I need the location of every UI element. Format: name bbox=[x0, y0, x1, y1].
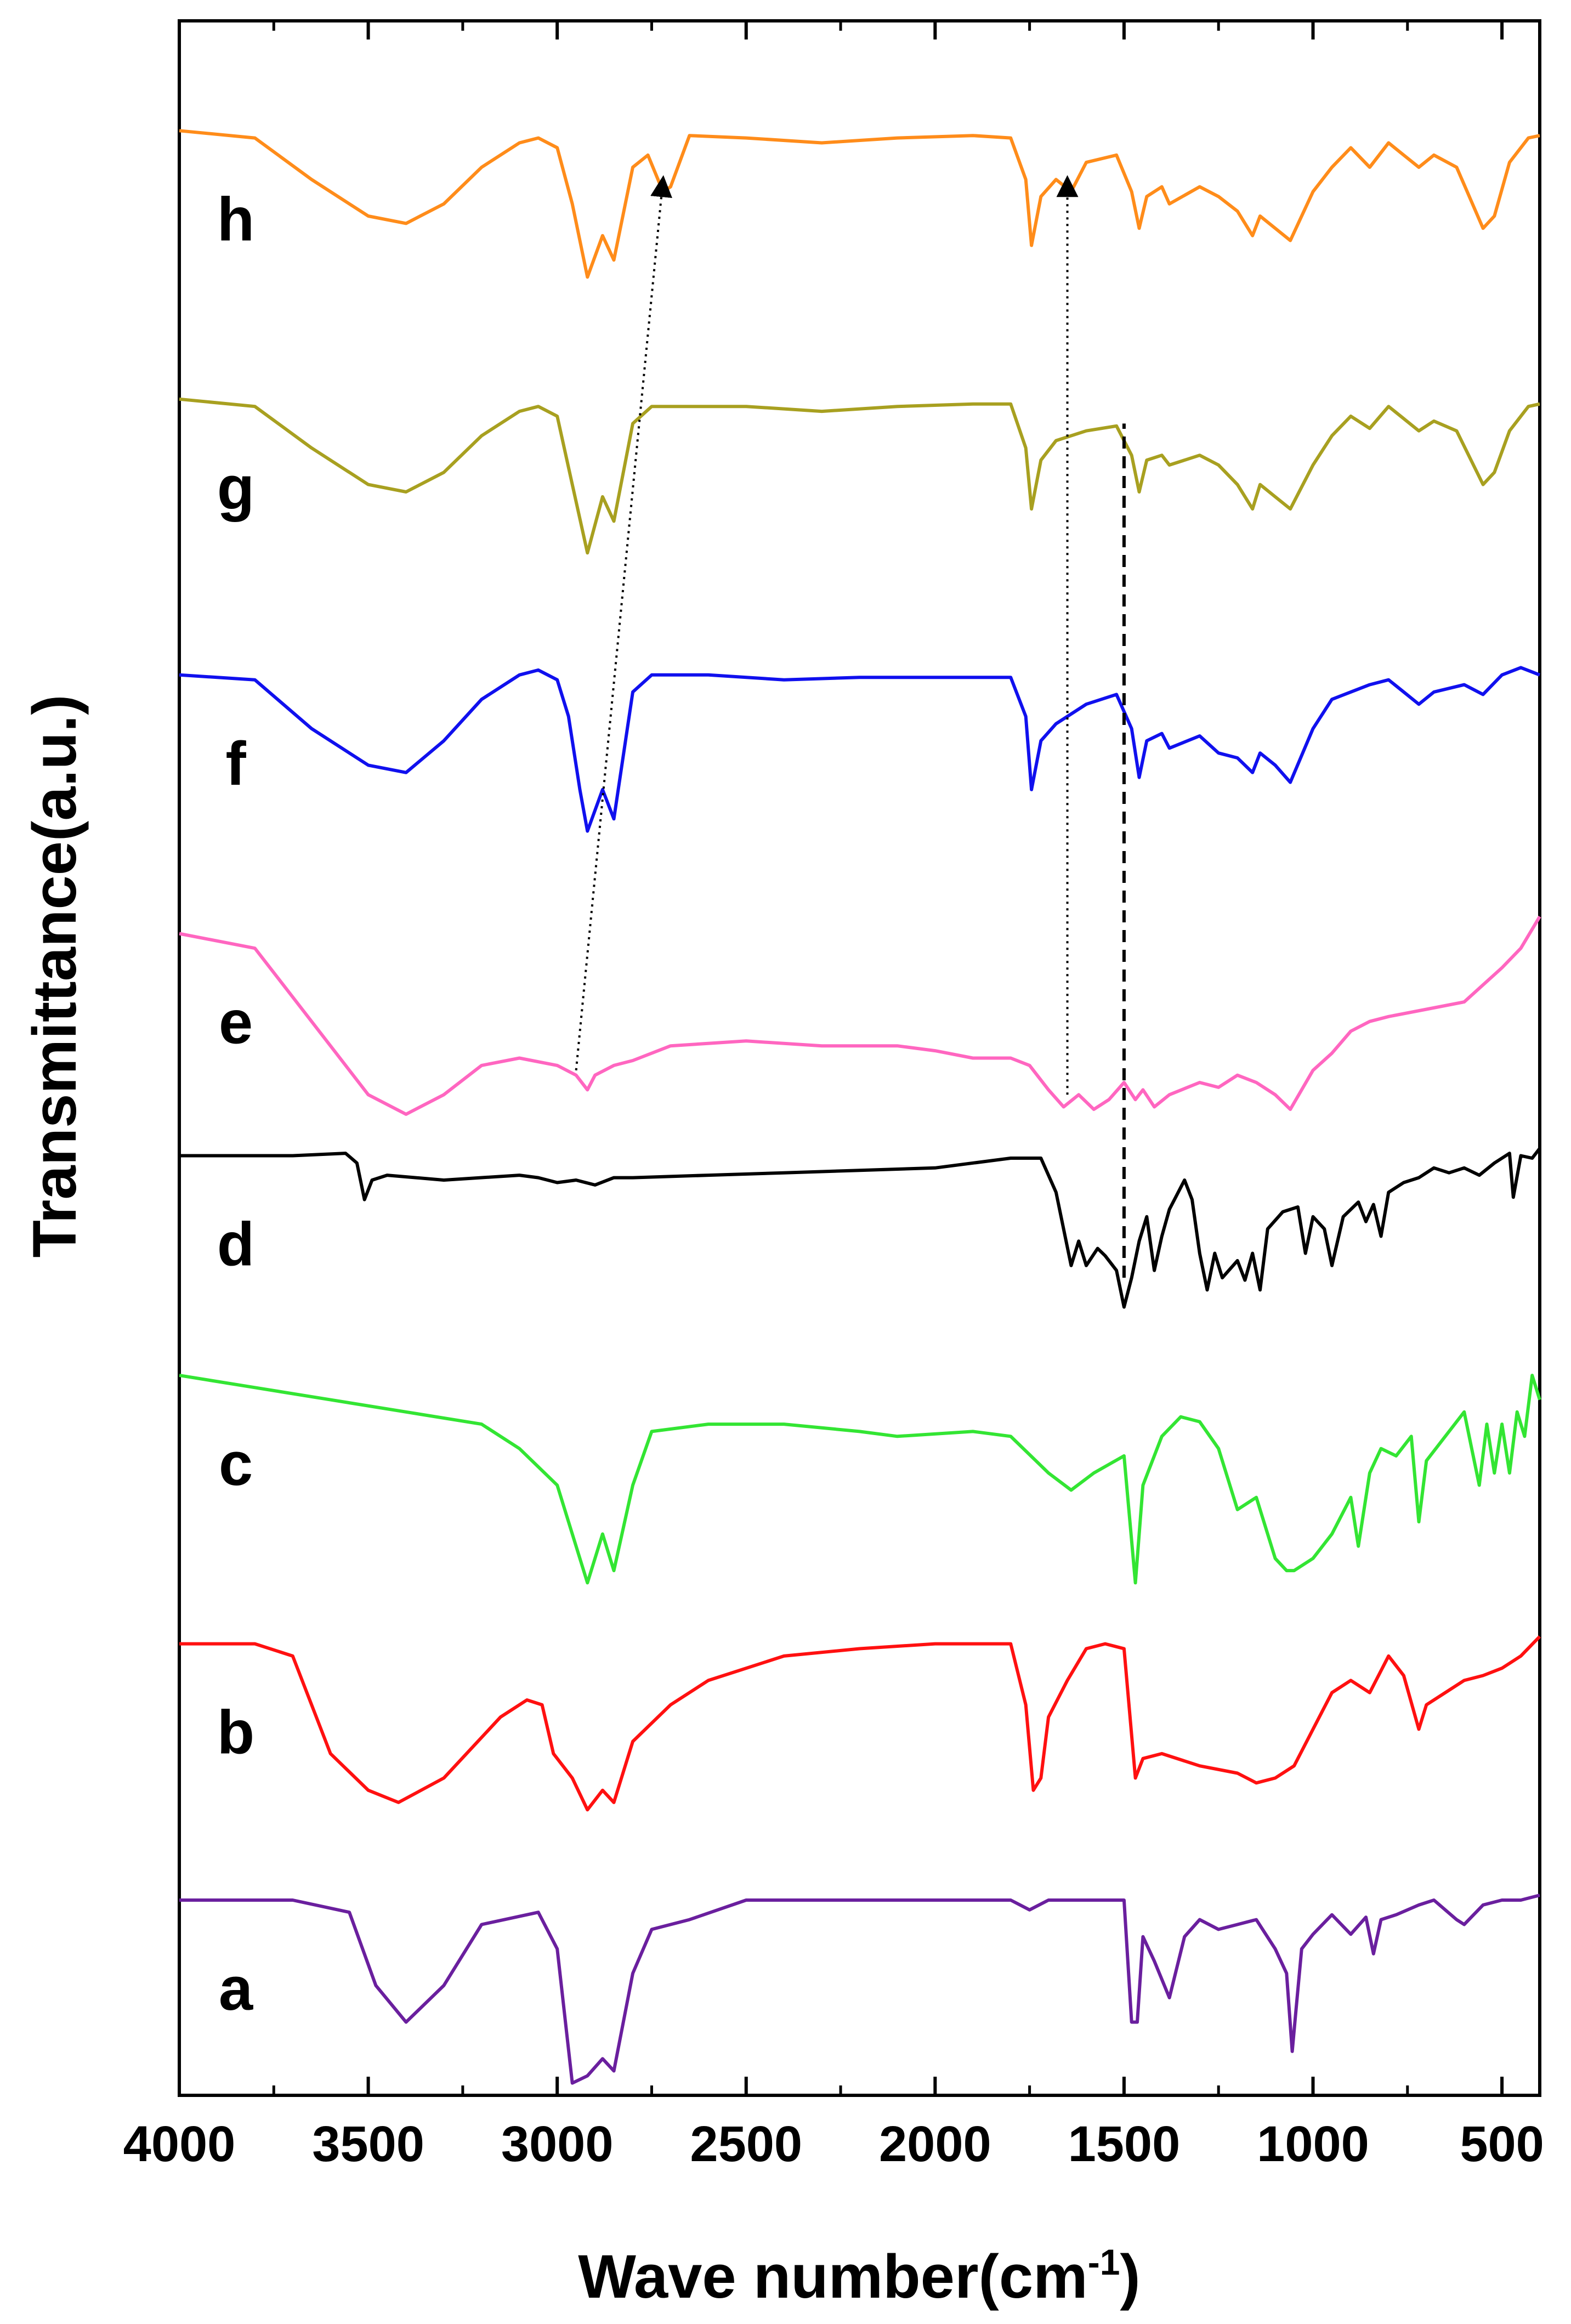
series-label-e: e bbox=[219, 988, 253, 1057]
series-label-b: b bbox=[217, 1698, 254, 1767]
series-line-g bbox=[179, 397, 1540, 555]
x-tick-label: 2500 bbox=[690, 2116, 802, 2172]
x-axis-title-close: ) bbox=[1120, 2242, 1140, 2311]
x-tick-label: 1000 bbox=[1257, 2116, 1369, 2172]
series-label-f: f bbox=[225, 729, 246, 798]
series-label-h: h bbox=[217, 185, 254, 253]
plot-area-frame bbox=[178, 19, 1541, 2097]
spectra-series bbox=[179, 129, 1541, 2085]
series-line-f bbox=[179, 666, 1541, 833]
y-axis-title: Transmittance(a.u.) bbox=[20, 695, 89, 1258]
x-axis-title-main: Wave number(cm bbox=[578, 2242, 1087, 2311]
series-label-c: c bbox=[219, 1430, 253, 1498]
x-axis-title: Wave number(cm-1) bbox=[578, 2242, 1140, 2311]
series-line-c bbox=[179, 1374, 1541, 1585]
series-label-d: d bbox=[217, 1210, 254, 1279]
series-line-e bbox=[179, 915, 1541, 1116]
shift-arrow bbox=[575, 175, 672, 1070]
series-line-h bbox=[179, 129, 1540, 279]
curve-labels: a b c d e f g h bbox=[217, 185, 254, 2023]
series-line-a bbox=[179, 1894, 1540, 2085]
x-tick-label: 1500 bbox=[1068, 2116, 1181, 2172]
series-line-b bbox=[179, 1635, 1541, 1812]
x-axis-ticks: 4000 3500 3000 2500 2000 1500 1000 500 bbox=[123, 21, 1544, 2172]
series-line-d bbox=[179, 1147, 1541, 1309]
x-tick-label: 3500 bbox=[312, 2116, 424, 2172]
x-tick-label: 2000 bbox=[879, 2116, 991, 2172]
series-label-g: g bbox=[217, 454, 254, 522]
x-tick-label: 4000 bbox=[123, 2116, 236, 2172]
peak-shift-annotations bbox=[575, 175, 1126, 1278]
x-tick-label: 500 bbox=[1460, 2116, 1544, 2172]
series-label-a: a bbox=[219, 1954, 253, 2023]
x-tick-label: 3000 bbox=[501, 2116, 614, 2172]
x-axis-title-superscript: -1 bbox=[1088, 2242, 1120, 2282]
